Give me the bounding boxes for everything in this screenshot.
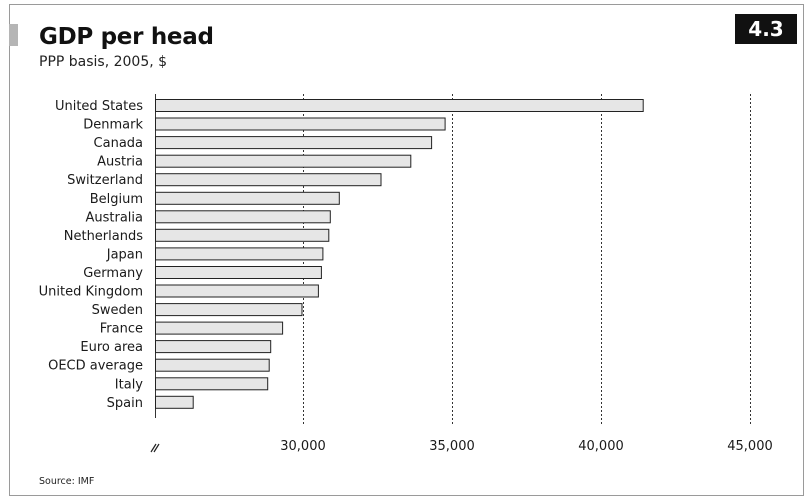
source-note: Source: IMF: [39, 476, 95, 487]
tick-label: 30,000: [280, 439, 326, 454]
chart-frame: [9, 4, 804, 496]
category-label: OECD average: [48, 359, 143, 374]
bar-2: [155, 136, 433, 150]
bar-14: [155, 358, 270, 372]
category-label: Denmark: [83, 118, 143, 133]
axis-break-icon: [150, 443, 160, 453]
title-accent-bar: [9, 24, 18, 46]
bar-16: [155, 395, 194, 409]
tick-label: 40,000: [578, 439, 624, 454]
category-label: United States: [55, 99, 143, 114]
category-labels: United States Denmark Canada Austria Switzer…: [39, 99, 144, 411]
category-label: Spain: [107, 396, 143, 411]
tick-label: 45,000: [727, 439, 773, 454]
category-label: Euro area: [80, 340, 143, 355]
tick-label: 35,000: [429, 439, 475, 454]
category-label: Italy: [115, 377, 144, 392]
bar-4: [155, 173, 382, 187]
category-label: Australia: [85, 210, 143, 225]
axis-break-stroke-1: [150, 443, 157, 453]
bar-12: [155, 321, 284, 335]
bar-10: [155, 284, 319, 298]
category-label: Germany: [83, 266, 143, 281]
chart-number-badge: 4.3: [735, 14, 797, 44]
category-label: Netherlands: [64, 229, 143, 244]
bar-8: [155, 247, 324, 261]
bar-1: [155, 117, 446, 131]
chart-title: GDP per head: [39, 24, 214, 50]
bars: [155, 99, 644, 409]
bar-3: [155, 154, 412, 168]
category-label: Belgium: [90, 192, 143, 207]
category-label: Canada: [94, 136, 143, 151]
category-label: Austria: [97, 155, 143, 170]
bar-6: [155, 210, 331, 224]
category-label: France: [100, 322, 143, 337]
bar-5: [155, 191, 340, 205]
category-label: United Kingdom: [39, 285, 143, 300]
bar-7: [155, 228, 330, 242]
category-label: Switzerland: [67, 173, 143, 188]
bar-15: [155, 377, 269, 391]
axis-break-stroke-2: [153, 443, 160, 453]
category-label: Japan: [106, 247, 143, 262]
category-label: Sweden: [92, 303, 143, 318]
chart-subtitle: PPP basis, 2005, $: [39, 54, 168, 70]
tick-labels: 30,000 35,000 40,000 45,000: [280, 439, 773, 454]
bar-13: [155, 340, 272, 354]
bar-9: [155, 266, 322, 279]
bar-11: [155, 303, 303, 317]
bar-0: [155, 99, 644, 112]
